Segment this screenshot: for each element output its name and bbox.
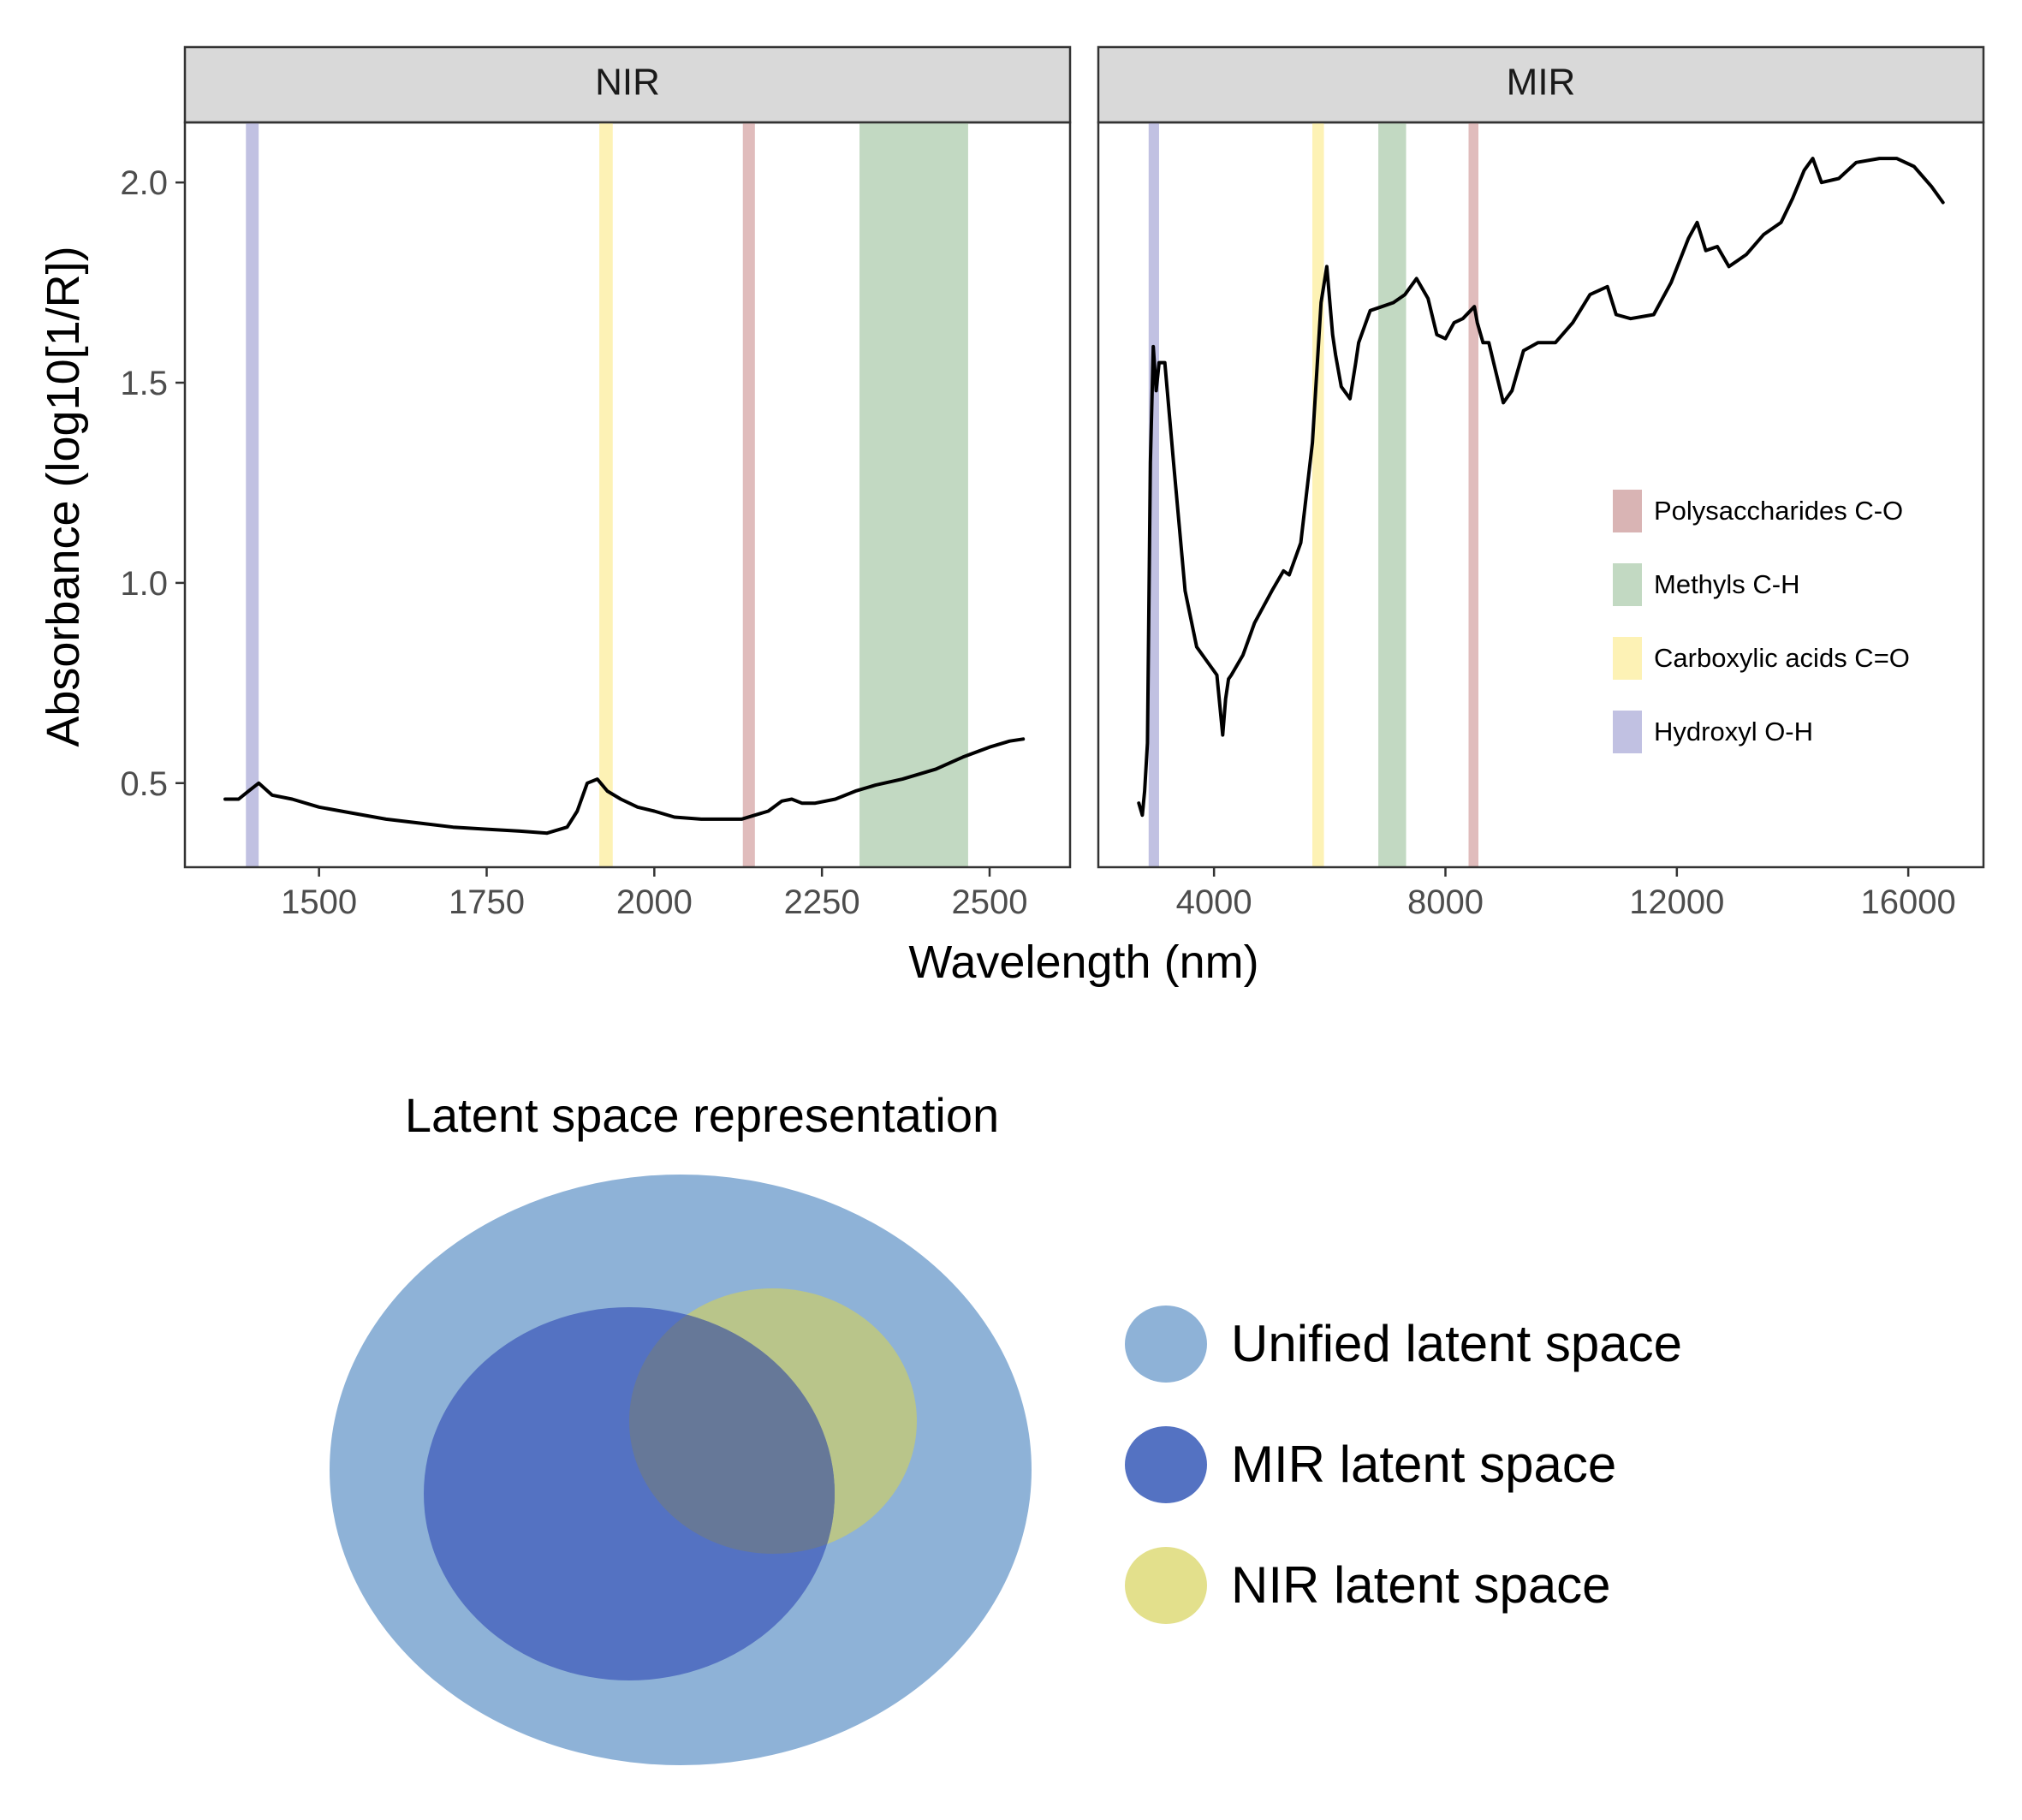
mir-band-hydroxyl-o-h <box>1148 122 1159 867</box>
venn-legend-label: NIR latent space <box>1231 1556 1611 1614</box>
venn-legend-label: Unified latent space <box>1231 1315 1682 1372</box>
mir-band-polysaccharides-c-o <box>1468 122 1479 867</box>
band-legend-label: Polysaccharides C-O <box>1654 496 1903 526</box>
nir-band-polysaccharides-c-o <box>742 122 755 867</box>
band-legend-swatch <box>1613 563 1642 606</box>
x-axis-title: Wavelength (nm) <box>908 937 1258 988</box>
nir-x-tick-label: 2500 <box>952 883 1028 921</box>
mir-plot-border <box>1097 121 1985 869</box>
band-legend-swatch <box>1613 637 1642 680</box>
band-legend-label: Carboxylic acids C=O <box>1654 643 1910 673</box>
y-tick-label: 2.0 <box>120 164 168 202</box>
nir-strip-title: NIR <box>595 62 660 104</box>
band-legend-swatch <box>1613 711 1642 753</box>
y-tick-label: 1.5 <box>120 365 168 402</box>
mir-x-tick-label: 12000 <box>1629 883 1724 921</box>
nir-x-tick-label: 2250 <box>784 883 860 921</box>
nir-band-carboxylic-acids-c-o <box>599 122 613 867</box>
mir-x-tick-label: 8000 <box>1407 883 1484 921</box>
band-legend-swatch <box>1613 490 1642 532</box>
venn-legend: Unified latent space MIR latent space NIR … <box>1125 1306 1682 1624</box>
band-legend-label: Methyls C-H <box>1654 569 1800 599</box>
nir-x-tick-label: 1500 <box>281 883 357 921</box>
band-legend: Polysaccharides C-O Methyls C-H Carboxylic… <box>1613 490 1910 753</box>
y-tick-label: 0.5 <box>120 765 168 803</box>
mir-x-tick-label: 16000 <box>1861 883 1956 921</box>
nir-panel: NIR <box>183 45 1072 869</box>
overlap-region <box>629 1307 835 1554</box>
latent-space-diagram: Latent space representation Unified late… <box>330 1088 1682 1765</box>
venn-legend-swatch <box>1125 1547 1207 1624</box>
venn-legend-swatch <box>1125 1426 1207 1503</box>
mir-x-tick-label: 4000 <box>1176 883 1252 921</box>
mir-strip <box>1097 45 1985 124</box>
mir-panel: MIR Polysaccharides C-O Methyls C-H Carbox… <box>1097 45 1985 869</box>
nir-band-hydroxyl-o-h <box>246 122 259 867</box>
mir-band-methyls-c-h <box>1378 122 1406 867</box>
venn-title: Latent space representation <box>405 1088 999 1142</box>
venn-legend-swatch <box>1125 1306 1207 1383</box>
nir-x-tick-label: 1750 <box>449 883 525 921</box>
y-axis-title: Absorbance (log10[1/R]) <box>38 246 89 746</box>
y-tick-label: 1.0 <box>120 565 168 603</box>
nir-x-tick-label: 2000 <box>616 883 693 921</box>
nir-strip <box>183 45 1072 124</box>
mir-spectrum-line <box>1137 157 1945 818</box>
venn-legend-label: MIR latent space <box>1231 1436 1616 1493</box>
band-legend-label: Hydroxyl O-H <box>1654 717 1813 746</box>
mir-strip-title: MIR <box>1507 62 1576 104</box>
nir-spectrum-line <box>223 737 1026 836</box>
mir-band-carboxylic-acids-c-o <box>1312 122 1324 867</box>
nir-plot-border <box>183 121 1072 869</box>
nir-plot-area <box>223 122 1026 867</box>
mir-plot-area <box>1137 122 1945 867</box>
nir-band-methyls-c-h <box>859 122 968 867</box>
